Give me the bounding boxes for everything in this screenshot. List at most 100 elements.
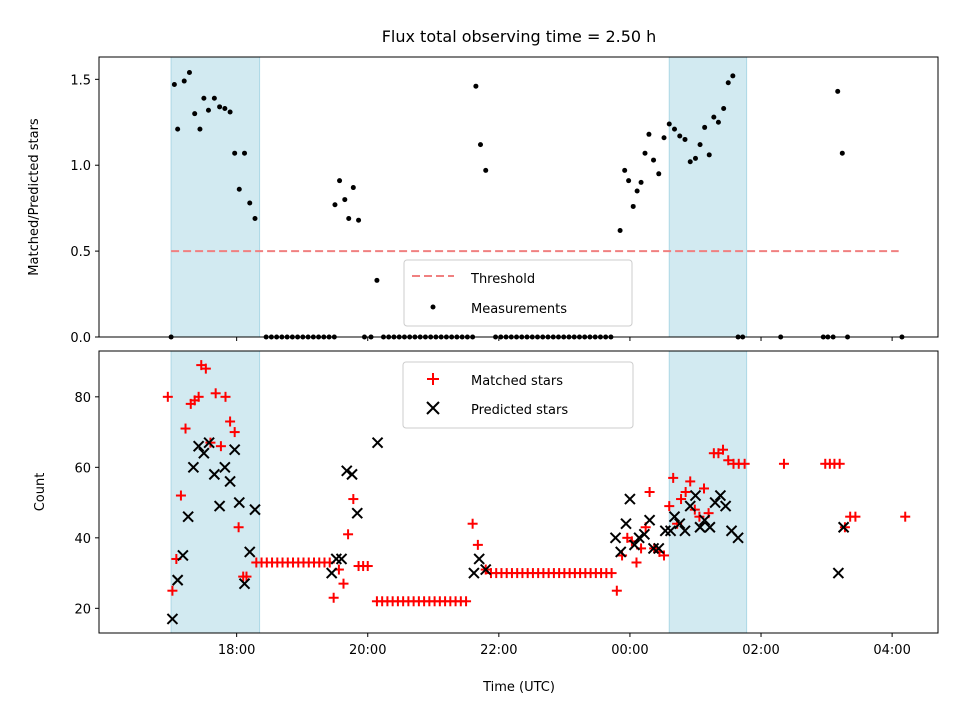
predicted-star-point: [653, 542, 665, 555]
bottom-y-tick-label: 80: [74, 391, 91, 406]
predicted-star-point: [238, 577, 251, 590]
predicted-star-point: [208, 468, 221, 481]
predicted-star-point: [643, 514, 656, 526]
matched-star-point: [631, 557, 642, 568]
bottom-panel: 20 40 60 80 18:00 20:00 22:00 00:00 02:00 04:00 C…: [33, 350, 939, 695]
predicted-star-point: [171, 574, 184, 586]
bottom-y-tick-label: 40: [74, 532, 91, 547]
predicted-star-point: [473, 553, 485, 565]
measurement-point: [617, 227, 623, 233]
measurement-point: [356, 217, 362, 223]
matched-star-point: [472, 539, 483, 550]
shaded-interval: [668, 56, 748, 338]
legend-predicted-label: Predicted stars: [471, 403, 568, 418]
measurement-point: [477, 142, 483, 148]
measurement-point: [638, 179, 644, 185]
matched-star-point: [718, 444, 729, 455]
measurement-point: [839, 150, 845, 156]
matched-star-point: [362, 561, 373, 572]
top-panel: 0.0 0.5 1.0 1.5 Matched/Predicted stars Thr…: [27, 56, 939, 346]
measurement-point: [646, 131, 652, 137]
matched-star-point: [461, 596, 472, 607]
predicted-star-point: [689, 489, 702, 502]
chart-title: Flux total observing time = 2.50 h: [382, 27, 657, 46]
predicted-star-point: [203, 436, 215, 449]
measurement-point: [201, 95, 207, 101]
measurement-point: [337, 178, 343, 184]
predicted-star-point: [325, 567, 338, 579]
matched-star-point: [676, 494, 687, 505]
measurement-point: [211, 95, 217, 101]
matched-star-point: [685, 476, 696, 487]
measurement-point: [626, 178, 632, 184]
top-plot-frame: [98, 56, 939, 338]
measurement-point: [721, 106, 727, 112]
matched-star-point: [680, 487, 691, 497]
measurement-point: [677, 133, 683, 139]
predicted-star-point: [335, 553, 348, 565]
measurement-point: [656, 171, 662, 177]
measurement-point: [661, 135, 667, 141]
matched-star-point: [644, 487, 655, 497]
top-y-tick-label: 1.5: [70, 73, 91, 88]
matched-star-point: [220, 391, 231, 402]
predicted-star-point: [628, 539, 641, 551]
predicted-star-point: [177, 549, 189, 562]
measurement-point: [622, 167, 628, 173]
predicted-star-point: [166, 613, 179, 625]
predicted-star-point: [228, 443, 241, 456]
legend-measurements-swatch: [430, 304, 436, 310]
matched-star-point: [241, 571, 252, 582]
predicted-star-point: [709, 496, 721, 509]
measurement-point: [181, 78, 187, 84]
measurement-point: [242, 150, 248, 156]
top-y-tick-label: 0.0: [70, 331, 91, 346]
x-axis-label: Time (UTC): [482, 680, 555, 695]
top-y-tick-label: 1.0: [70, 159, 91, 174]
measurement-point: [835, 88, 841, 94]
x-tick-label: 02:00: [742, 643, 779, 658]
measurement-point: [175, 126, 181, 132]
x-tick-label: 20:00: [349, 643, 386, 658]
measurement-point: [473, 83, 479, 89]
measurement-point: [634, 188, 640, 194]
measurement-point: [672, 126, 678, 132]
predicted-star-point: [330, 553, 342, 565]
matched-star-point: [850, 511, 861, 522]
matched-star-point: [659, 550, 670, 561]
matched-star-point: [233, 522, 244, 533]
predicted-star-point: [620, 518, 632, 530]
predicted-star-point: [832, 567, 845, 579]
bottom-plot-frame: [98, 350, 939, 634]
matched-star-point: [328, 592, 339, 603]
predicted-star-point: [213, 500, 226, 512]
matched-star-point: [338, 578, 349, 589]
matched-star-point: [162, 391, 173, 402]
measurement-point: [706, 152, 712, 158]
measurement-point: [651, 157, 657, 163]
measurement-point: [197, 126, 203, 132]
measurement-point: [687, 159, 693, 165]
x-tick-label: 18:00: [218, 643, 255, 658]
bottom-y-tick-label: 20: [74, 602, 91, 617]
predicted-star-point: [674, 518, 686, 530]
measurement-point: [715, 119, 721, 125]
predicted-star-point: [233, 496, 245, 509]
matched-star-point: [834, 458, 845, 469]
predicted-star-point: [182, 510, 194, 523]
measurement-point: [483, 167, 489, 173]
predicted-star-point: [694, 521, 706, 533]
measurement-point: [332, 202, 338, 208]
predicted-star-point: [249, 503, 261, 516]
matched-star-point: [193, 391, 204, 402]
predicted-star-point: [244, 546, 256, 558]
measurement-point: [692, 155, 698, 161]
matched-star-point: [175, 490, 186, 501]
legend-measurements-label: Measurements: [471, 302, 567, 317]
matched-star-point: [778, 458, 789, 469]
matched-star-point: [225, 416, 236, 427]
predicted-star-point: [647, 542, 660, 555]
measurement-point: [236, 186, 242, 192]
legend-matched-label: Matched stars: [471, 374, 563, 389]
